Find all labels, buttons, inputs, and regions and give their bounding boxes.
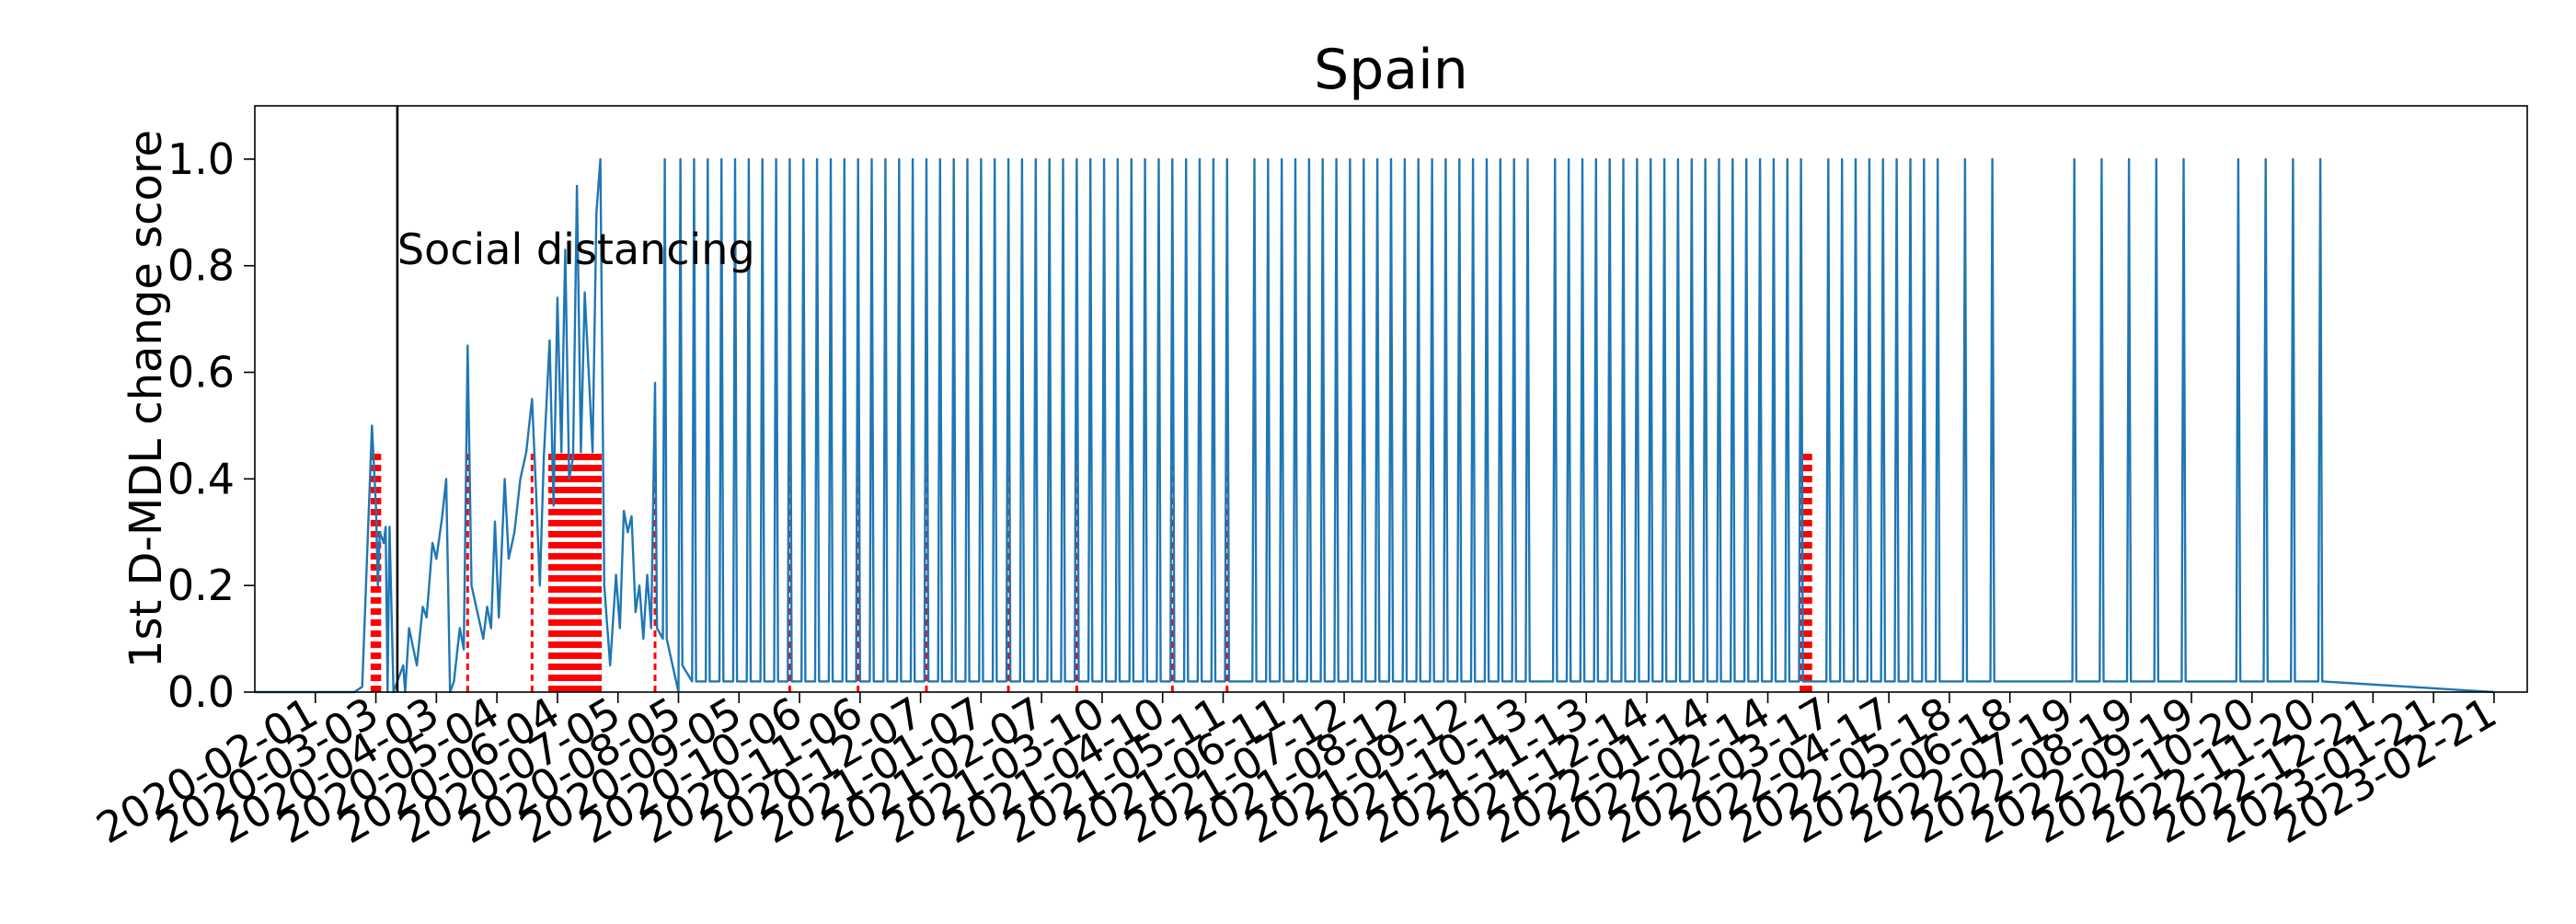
- series-line: [255, 157, 2494, 694]
- y-tick-label: 0.8: [167, 241, 235, 291]
- y-tick-label: 0.2: [167, 560, 235, 610]
- y-tick-label: 0.0: [167, 667, 235, 717]
- y-tick-label: 0.6: [167, 348, 235, 398]
- x-axis: 2020-02-012020-03-032020-04-032020-05-04…: [88, 687, 2505, 853]
- y-tick-label: 0.4: [167, 454, 235, 503]
- change-marks: [370, 452, 1812, 692]
- y-tick-label: 1.0: [167, 134, 235, 184]
- y-axis: 0.0 0.2 0.4 0.6 0.8 1.0: [167, 134, 255, 717]
- annotation-label: Social distancing: [397, 225, 755, 274]
- y-axis-label: 1st D-MDL change score: [121, 130, 172, 668]
- plot-frame: [254, 105, 2528, 693]
- chart-title: Spain: [1314, 38, 1468, 102]
- series-layer: [255, 157, 2494, 694]
